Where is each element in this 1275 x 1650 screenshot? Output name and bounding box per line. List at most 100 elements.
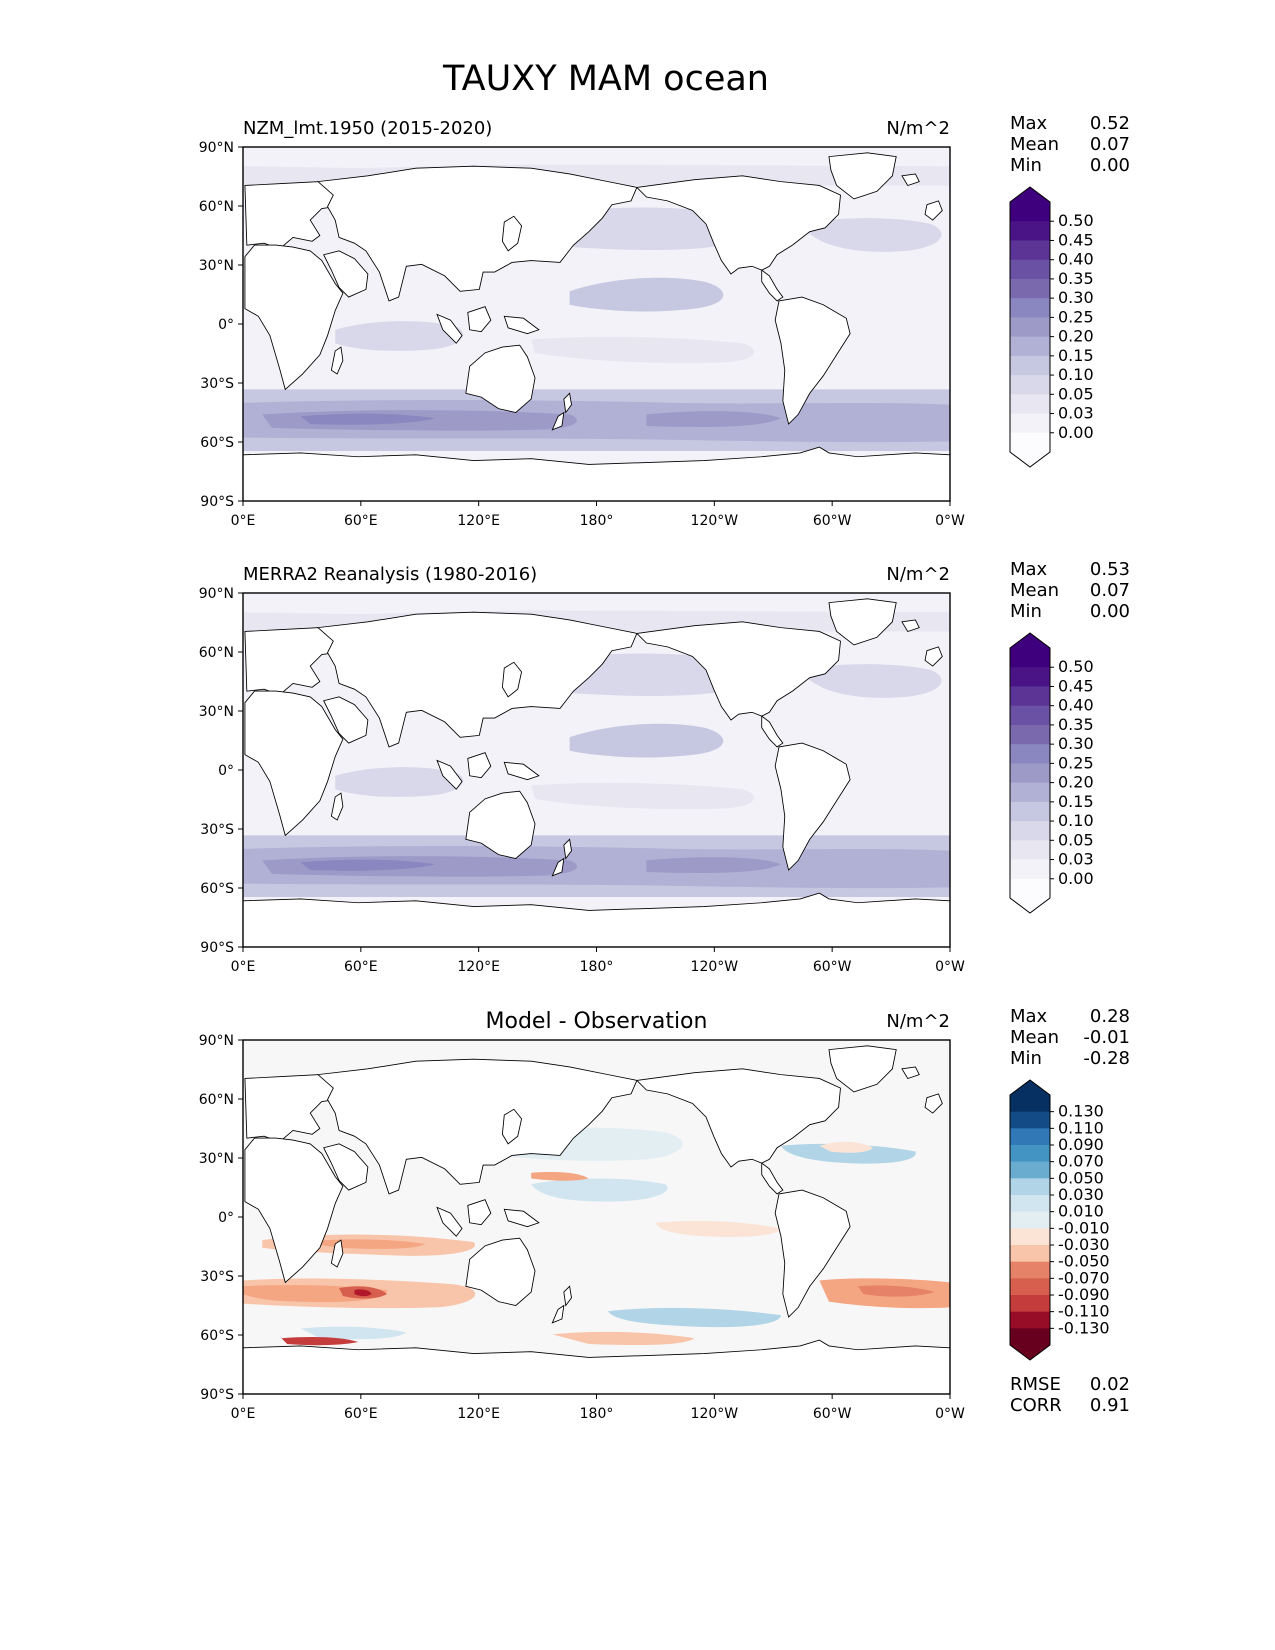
colorbar-band xyxy=(1010,1228,1050,1246)
colorbar-tick-label: 0.030 xyxy=(1058,1185,1104,1204)
colorbar-tick-label: 0.10 xyxy=(1058,811,1094,830)
stat-min-label: Min xyxy=(1010,1048,1042,1069)
y-tick-label: 60°S xyxy=(200,881,234,897)
colorbar-extend-max xyxy=(1010,187,1050,202)
x-tick-label: 180° xyxy=(580,513,614,529)
colorbar-band xyxy=(1010,1295,1050,1313)
colorbar-band xyxy=(1010,782,1050,803)
colorbar-tick-label: -0.050 xyxy=(1058,1252,1110,1271)
colorbar-band xyxy=(1010,744,1050,764)
stat-max-value: 0.53 xyxy=(1090,559,1130,580)
colorbar-tick-label: 0.40 xyxy=(1058,696,1094,715)
stat-mean-label: Mean xyxy=(1010,580,1059,601)
y-tick-label: 30°S xyxy=(200,376,234,392)
colorbar-tick-label: 0.20 xyxy=(1058,327,1094,346)
stat-max-label: Max xyxy=(1010,559,1048,580)
stat-max-value: 0.52 xyxy=(1090,113,1130,134)
colorbar-band xyxy=(1010,1195,1050,1213)
x-tick-label: 60°W xyxy=(813,959,852,975)
panel-title: NZM_lmt.1950 (2015-2020) xyxy=(243,118,492,139)
stat-mean-label: Mean xyxy=(1010,1027,1059,1048)
panel-model: NZM_lmt.1950 (2015-2020) N/m^2 90°N 60°N 30°… xyxy=(199,113,1130,529)
colorbar-tick-label: 0.20 xyxy=(1058,773,1094,792)
y-tick-label: 0° xyxy=(218,763,234,779)
metric-rmse-label: RMSE xyxy=(1010,1374,1061,1395)
colorbar-band xyxy=(1010,705,1050,726)
y-tick-label: 0° xyxy=(218,317,234,333)
units-label: N/m^2 xyxy=(886,118,950,139)
y-tick-label: 60°S xyxy=(200,435,234,451)
panel-title: Model - Observation xyxy=(486,1009,708,1034)
colorbar-band xyxy=(1010,1245,1050,1263)
x-tick-label: 60°W xyxy=(813,513,852,529)
stat-mean-value: 0.07 xyxy=(1090,134,1130,155)
colorbar-tick-label: 0.15 xyxy=(1058,346,1094,365)
stat-max-value: 0.28 xyxy=(1090,1006,1130,1027)
stat-max-label: Max xyxy=(1010,113,1048,134)
y-tick-label: 90°N xyxy=(199,140,234,156)
y-tick-label: 90°N xyxy=(199,586,234,602)
colorbar-tick-label: 0.30 xyxy=(1058,734,1094,753)
stat-min-value: -0.28 xyxy=(1083,1048,1130,1069)
colorbar-band xyxy=(1010,724,1050,745)
x-tick-label: 60°E xyxy=(344,1406,378,1422)
colorbar-band xyxy=(1010,1311,1050,1329)
stat-min-label: Min xyxy=(1010,601,1042,622)
colorbar-band xyxy=(1010,336,1050,357)
colorbar-band xyxy=(1010,801,1050,822)
colorbar-tick-label: 0.070 xyxy=(1058,1152,1104,1171)
map-diff xyxy=(243,1040,950,1394)
colorbar-tick-label: 0.00 xyxy=(1058,423,1094,442)
map-model xyxy=(243,147,950,501)
colorbar-tick-label: 0.25 xyxy=(1058,753,1094,772)
colorbar: 0.500.450.400.350.300.250.200.150.100.05… xyxy=(1009,632,1094,914)
y-tick-label: 60°N xyxy=(199,199,234,215)
colorbar-band xyxy=(1010,667,1050,687)
colorbar-band xyxy=(1010,375,1050,395)
colorbar-band xyxy=(1010,413,1050,434)
colorbar-band xyxy=(1010,859,1050,880)
colorbar-band xyxy=(1010,821,1050,841)
colorbar-band xyxy=(1010,317,1050,338)
units-label: N/m^2 xyxy=(886,1011,950,1032)
colorbar-band xyxy=(1010,840,1050,861)
figure-title: TAUXY MAM ocean xyxy=(442,59,769,99)
colorbar-tick-label: 0.35 xyxy=(1058,269,1094,288)
y-tick-label: 90°S xyxy=(200,1387,234,1403)
stat-mean-label: Mean xyxy=(1010,134,1059,155)
panel-obs: MERRA2 Reanalysis (1980-2016) N/m^2 90°N 60… xyxy=(199,559,1130,975)
panel-diff: Model - Observation N/m^2 90°N 60°N 30°N 0° 30… xyxy=(199,1006,1130,1422)
y-tick-label: 30°S xyxy=(200,1269,234,1285)
colorbar-extend-min xyxy=(1010,1345,1050,1360)
y-tick-label: 90°S xyxy=(200,940,234,956)
colorbar-band xyxy=(1010,763,1050,784)
colorbar-tick-label: 0.50 xyxy=(1058,211,1094,230)
colorbar-tick-label: -0.010 xyxy=(1058,1218,1110,1237)
colorbar-band xyxy=(1010,394,1050,415)
y-tick-label: 0° xyxy=(218,1210,234,1226)
x-tick-label: 0°E xyxy=(231,513,256,529)
colorbar-band xyxy=(1010,1095,1050,1113)
colorbar-band xyxy=(1010,1278,1050,1296)
colorbar-extend-max xyxy=(1010,1080,1050,1095)
colorbar-tick-label: 0.45 xyxy=(1058,676,1094,695)
y-tick-label: 30°N xyxy=(199,704,234,720)
x-tick-label: 0°W xyxy=(935,959,965,975)
colorbar-band xyxy=(1010,278,1050,299)
colorbar-band xyxy=(1010,1211,1050,1229)
colorbar: 0.1300.1100.0900.0700.0500.0300.010-0.01… xyxy=(1009,1079,1110,1361)
stat-min-value: 0.00 xyxy=(1090,601,1130,622)
colorbar-extend-min xyxy=(1010,452,1050,467)
x-tick-label: 60°W xyxy=(813,1406,852,1422)
colorbar-band xyxy=(1010,1111,1050,1129)
colorbar-tick-label: 0.25 xyxy=(1058,307,1094,326)
colorbar-band xyxy=(1010,221,1050,241)
stat-min-label: Min xyxy=(1010,155,1042,176)
x-tick-label: 120°W xyxy=(691,513,739,529)
colorbar-extend-max xyxy=(1010,633,1050,648)
colorbar-band xyxy=(1010,202,1050,222)
colorbar-band xyxy=(1010,240,1050,261)
colorbar-tick-label: 0.05 xyxy=(1058,830,1094,849)
metric-rmse-value: 0.02 xyxy=(1090,1374,1130,1395)
